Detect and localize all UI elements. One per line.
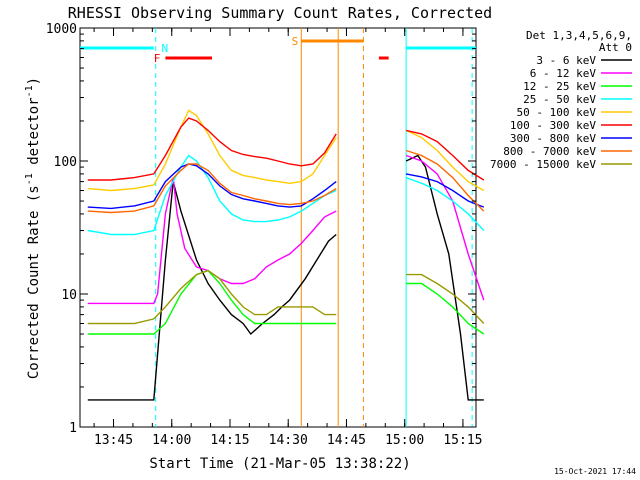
flare-label: F — [154, 52, 161, 65]
series-line-9 — [87, 269, 337, 325]
plot-frame — [79, 27, 477, 428]
series-line-8 — [405, 149, 485, 212]
legend-label-2: 6 - 12 keV — [530, 67, 597, 80]
series-line-7 — [405, 173, 485, 208]
y-axis-label-sup2: -1 — [24, 85, 35, 97]
axes-layer: 1 10 100 1000 13:45 14:00 14:15 14:30 14:45 15:00… — [46, 22, 483, 448]
y-tick-label: 1000 — [46, 22, 77, 37]
x-tick-label: 14:30 — [269, 433, 308, 448]
legend-label-4: 25 - 50 keV — [523, 93, 596, 106]
legend-label-5: 50 - 100 keV — [517, 106, 597, 119]
y-tick-label: 10 — [61, 288, 77, 303]
legend-label-3: 12 - 25 keV — [523, 80, 596, 93]
series-line-3 — [87, 269, 337, 335]
legend-label-6: 100 - 300 keV — [510, 119, 596, 132]
series-line-9 — [406, 273, 485, 324]
series-line-2 — [87, 177, 337, 305]
series-line-2 — [405, 154, 485, 301]
footer-date: 15-Oct-2021 17:44 — [554, 467, 636, 476]
series-line-1 — [87, 181, 337, 401]
series-line-5 — [87, 109, 337, 192]
legend-label-9: 7000 - 15000 keV — [490, 158, 596, 171]
x-tick-label: 15:15 — [443, 433, 482, 448]
series-line-6 — [405, 129, 485, 181]
y-tick-label: 1 — [69, 421, 77, 436]
night-label: N — [162, 42, 169, 55]
y-axis-label-sup1: -1 — [24, 173, 35, 185]
series-line-1 — [405, 154, 484, 401]
legend-header-line1: Det 1,3,4,5,6,9, — [526, 29, 632, 42]
legend-label-7: 300 - 800 keV — [510, 132, 596, 145]
series-line-8 — [87, 163, 337, 214]
x-tick-label: 14:00 — [152, 433, 191, 448]
chart-title: RHESSI Observing Summary Count Rates, Co… — [68, 4, 492, 22]
series-layer — [87, 109, 485, 401]
time-bands: NF S — [80, 28, 476, 427]
legend-header-line2: Att 0 — [599, 41, 632, 54]
series-line-6 — [87, 117, 337, 181]
y-axis-label: Corrected Count Rate (s-1 detector-1) — [24, 77, 42, 379]
series-line-7 — [87, 163, 337, 210]
x-tick-label: 13:45 — [94, 433, 133, 448]
series-line-5 — [405, 129, 485, 192]
series-line-3 — [406, 282, 485, 335]
series-line-4 — [87, 154, 337, 236]
x-tick-label: 14:15 — [210, 433, 249, 448]
y-axis-label-mid: detector — [26, 97, 42, 173]
x-tick-label: 15:00 — [385, 433, 424, 448]
series-line-4 — [405, 176, 485, 231]
legend-label-8: 800 - 7000 keV — [503, 145, 596, 158]
x-axis-label: Start Time (21-Mar-05 13:38:22) — [149, 456, 410, 472]
legend-label-1: 3 - 6 keV — [536, 54, 596, 67]
x-tick-label: 14:45 — [327, 433, 366, 448]
saa-label: S — [292, 35, 299, 48]
y-axis-label-main: Corrected Count Rate (s — [26, 185, 42, 379]
y-tick-label: 100 — [54, 155, 77, 170]
y-axis-label-end: ) — [26, 77, 42, 85]
